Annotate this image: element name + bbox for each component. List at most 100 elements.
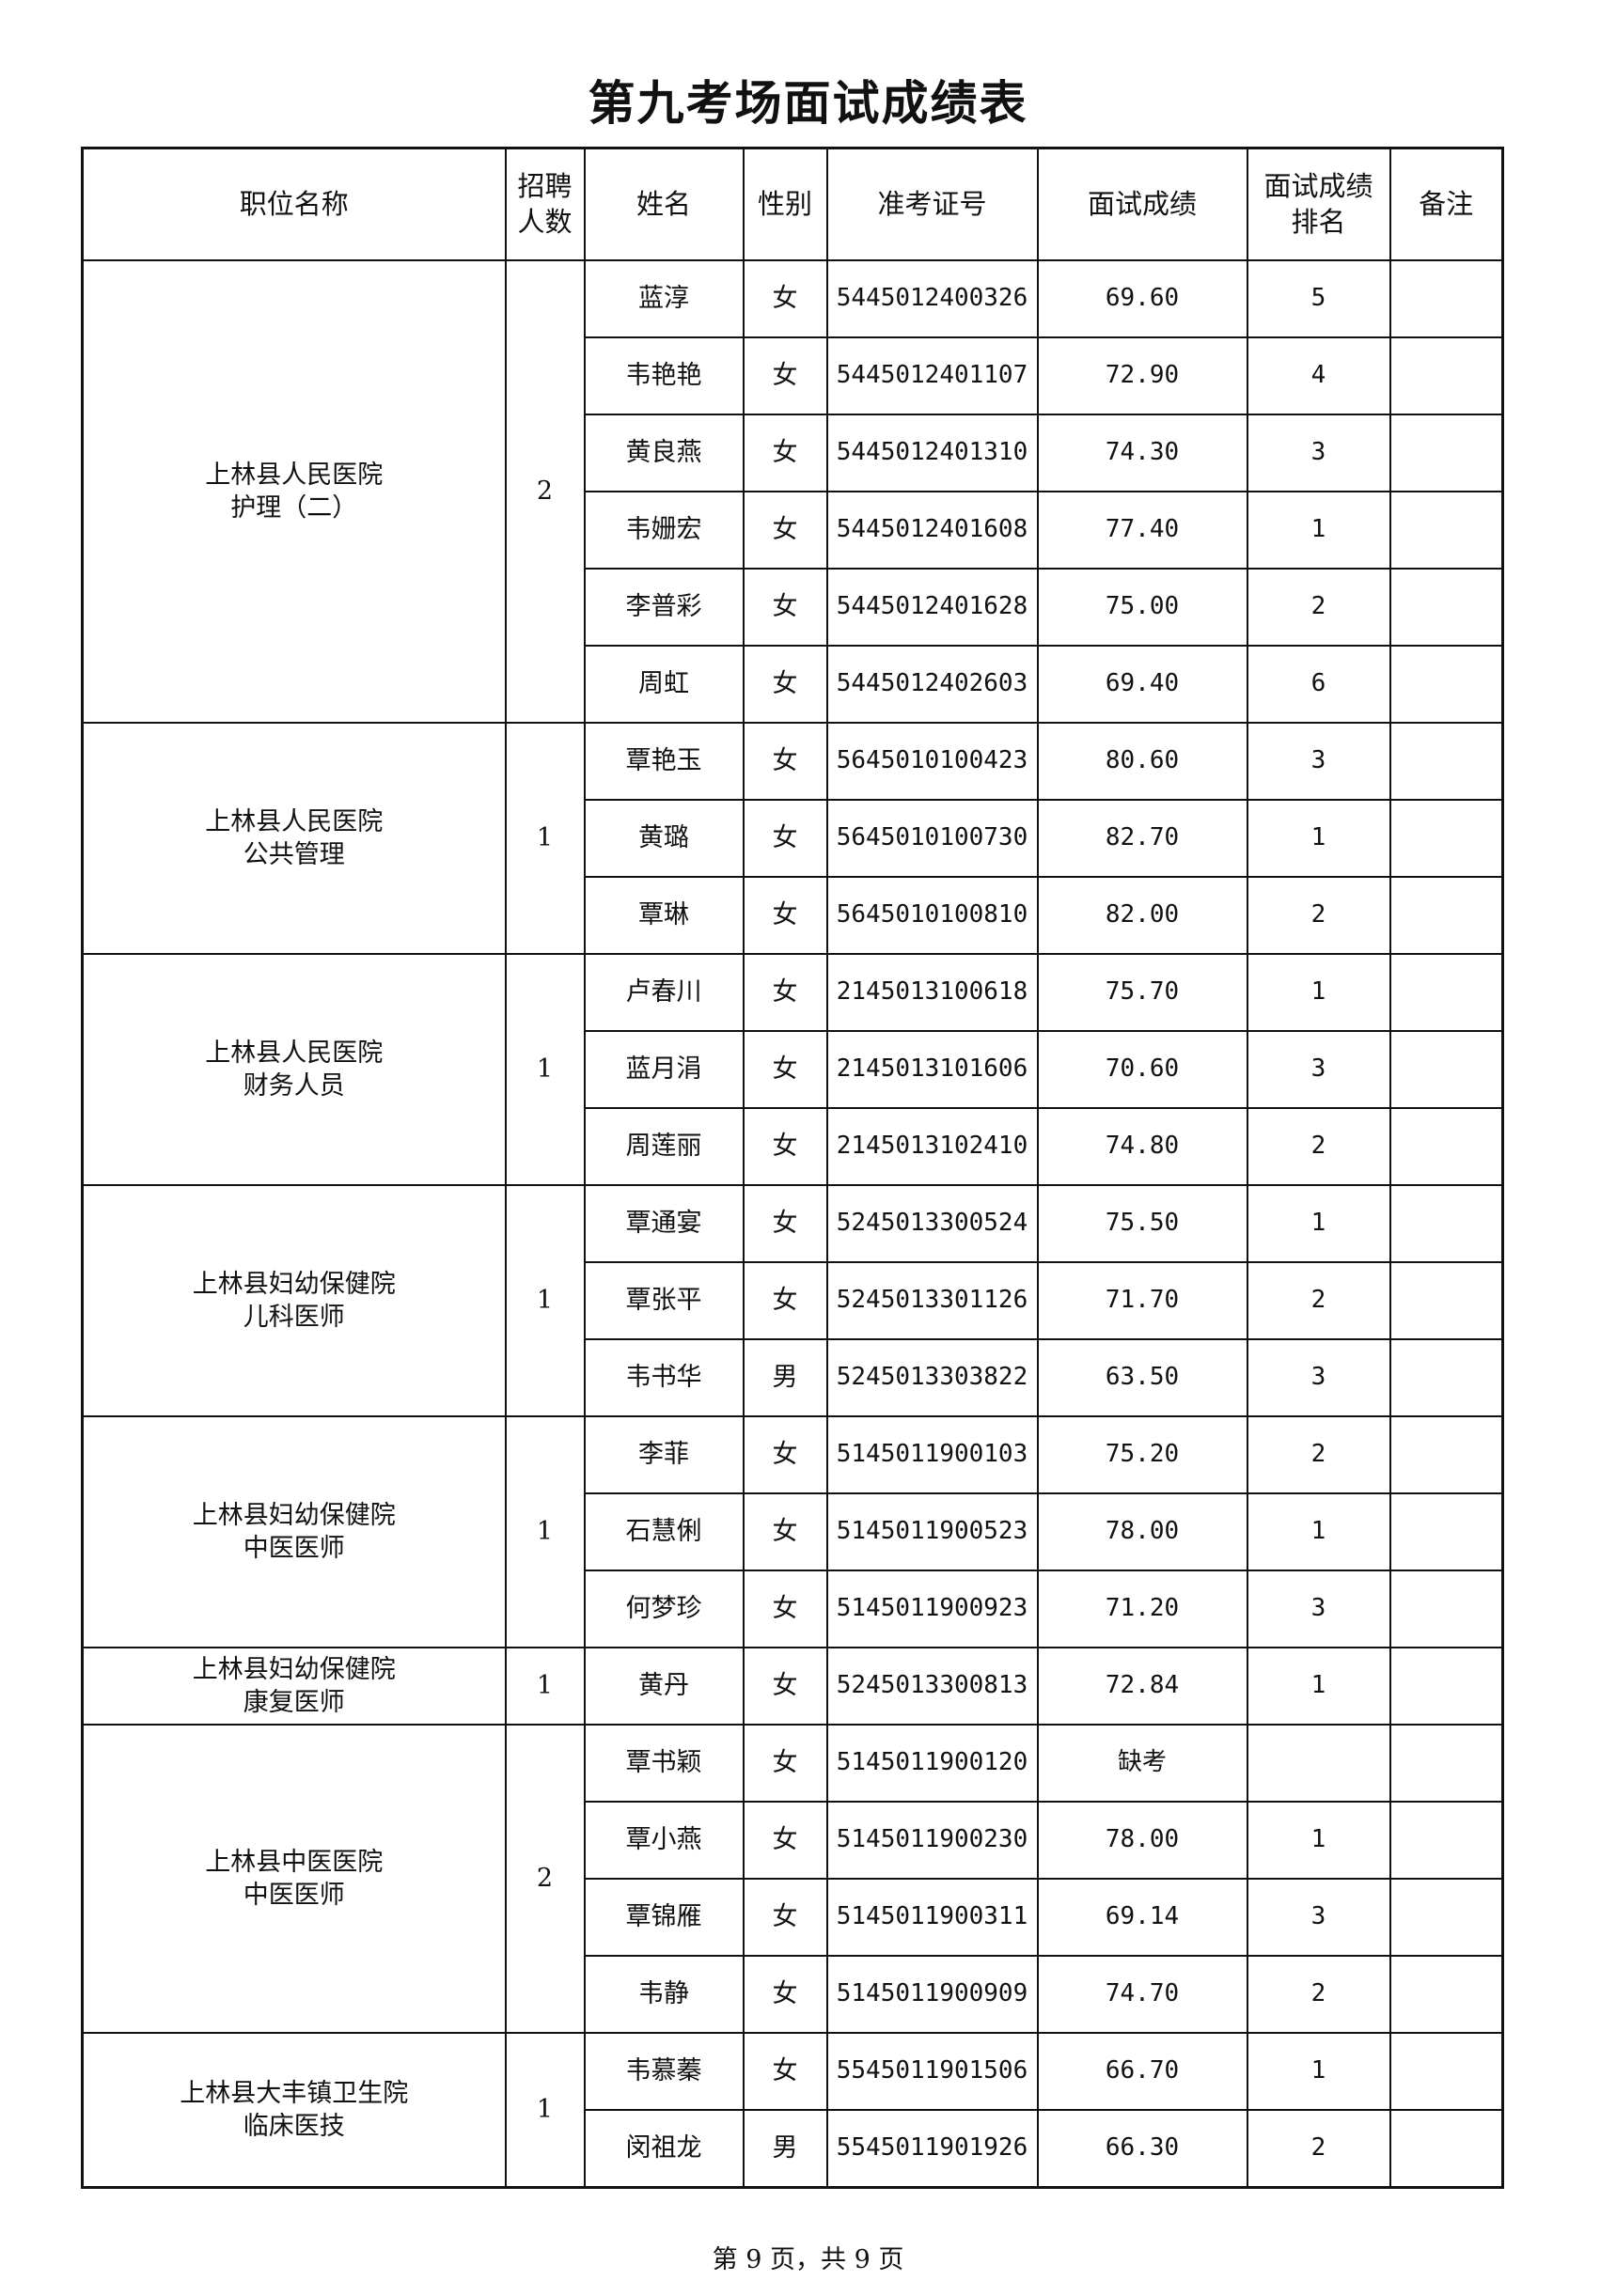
remark-cell: [1389, 259, 1504, 338]
ticket-cell: 2145013102410: [825, 1107, 1039, 1186]
remark-cell: [1389, 876, 1504, 955]
rank-cell: 6: [1246, 645, 1391, 724]
header-row: 职位名称 招聘人数 姓名 性别 准考证号 面试成绩 面试成绩排名 备注: [81, 147, 1504, 261]
gender-cell: 女: [742, 1570, 828, 1648]
ticket-cell: 5245013301126: [825, 1261, 1039, 1340]
score-cell: 缺考: [1036, 1724, 1248, 1803]
score-cell: 75.70: [1036, 953, 1248, 1032]
rank-cell: 1: [1246, 953, 1391, 1032]
score-cell: 71.70: [1036, 1261, 1248, 1340]
position-line: 康复医师: [243, 1688, 345, 1717]
position-line: 临床医技: [243, 2112, 345, 2141]
score-cell: 82.00: [1036, 876, 1248, 955]
remark-cell: [1389, 491, 1504, 570]
remark-cell: [1389, 336, 1504, 415]
header-rank-text: 面试成绩排名: [1263, 169, 1373, 238]
ticket-cell: 5145011900311: [825, 1878, 1039, 1957]
remark-cell: [1389, 568, 1504, 647]
name-cell: 闵祖龙: [583, 2109, 745, 2189]
score-cell: 78.00: [1036, 1492, 1248, 1571]
table-row: 上林县妇幼保健院 康复医师 1 黄丹女 5245013300813 72.84 1: [81, 1647, 1504, 1726]
gender-cell: 女: [742, 1647, 828, 1726]
ticket-cell: 5645010100423: [825, 722, 1039, 801]
header-quota-text: 招聘人数: [517, 169, 573, 238]
rank-cell: 3: [1246, 1030, 1391, 1109]
position-line: 中医医师: [243, 1881, 345, 1910]
score-cell: 66.30: [1036, 2109, 1248, 2189]
position-cell: 上林县大丰镇卫生院 临床医技: [81, 2032, 507, 2189]
page-footer: 第 9 页，共 9 页: [712, 2245, 904, 2274]
gender-cell: 女: [742, 1261, 828, 1340]
ticket-cell: 5545011901926: [825, 2109, 1039, 2189]
ticket-cell: 5445012401107: [825, 336, 1039, 415]
ticket-cell: 5245013300813: [825, 1647, 1039, 1726]
gender-cell: 女: [742, 1801, 828, 1880]
remark-cell: [1389, 799, 1504, 878]
table-row: 覃小燕女 5145011900230 78.00 1: [83, 1801, 1504, 1880]
position-line: 上林县人民医院: [205, 460, 384, 490]
rank-cell: 1: [1246, 1184, 1391, 1263]
table-row: 韦艳艳女 5445012401107 72.90 4: [83, 336, 1504, 415]
ticket-cell: 5145011900523: [825, 1492, 1039, 1571]
rank-cell: 3: [1246, 414, 1391, 492]
quota-cell: 1: [504, 1415, 586, 1648]
rank-cell: 2: [1246, 1107, 1391, 1186]
table-body: 上林县人民医院 护理（二） 2 蓝淳女 5445012400326 69.60 5 韦艳艳女 5…: [81, 259, 1504, 2189]
name-cell: 蓝淳: [583, 259, 745, 338]
remark-cell: [1389, 1184, 1504, 1263]
position-cell: 上林县妇幼保健院 康复医师: [81, 1647, 507, 1726]
remark-cell: [1389, 722, 1504, 801]
ticket-cell: 5445012400326: [825, 259, 1039, 338]
score-cell: 70.60: [1036, 1030, 1248, 1109]
table-row: 上林县妇幼保健院 中医医师 1 李菲女 5145011900103 75.20 2: [81, 1415, 1504, 1648]
remark-cell: [1389, 1878, 1504, 1957]
position-cell: 上林县人民医院 财务人员: [81, 953, 507, 1186]
rank-cell: 1: [1246, 1492, 1391, 1571]
gender-cell: 女: [742, 1724, 828, 1803]
name-cell: 韦慕蓁: [583, 2032, 745, 2111]
name-cell: 李普彩: [583, 568, 745, 647]
remark-cell: [1389, 1415, 1504, 1494]
remark-cell: [1389, 1338, 1504, 1417]
score-cell: 63.50: [1036, 1338, 1248, 1417]
position-line: 上林县人民医院: [205, 1038, 384, 1068]
score-cell: 77.40: [1036, 491, 1248, 570]
gender-cell: 女: [742, 491, 828, 570]
position-line: 上林县妇幼保健院: [192, 1654, 396, 1684]
position-line: 上林县妇幼保健院: [192, 1500, 396, 1530]
rank-cell: 5: [1246, 259, 1391, 338]
table-row: 闵祖龙男 5545011901926 66.30 2: [83, 2109, 1504, 2189]
header-remark: 备注: [1389, 147, 1504, 261]
header-position: 职位名称: [81, 147, 507, 261]
table-row: 韦姗宏女 5445012401608 77.40 1: [83, 491, 1504, 570]
ticket-cell: 5645010100810: [825, 876, 1039, 955]
remark-cell: [1389, 1801, 1504, 1880]
name-cell: 覃书颖: [583, 1724, 745, 1803]
name-cell: 黄丹: [583, 1647, 745, 1726]
gender-cell: 女: [742, 799, 828, 878]
gender-cell: 女: [742, 2032, 828, 2111]
position-line: 中医医师: [243, 1534, 345, 1563]
position-line: 上林县大丰镇卫生院: [180, 2078, 409, 2108]
header-gender: 性别: [742, 147, 828, 261]
ticket-cell: 5445012401310: [825, 414, 1039, 492]
table-row: 上林县人民医院 护理（二） 2 蓝淳女 5445012400326 69.60 5: [81, 259, 1504, 724]
table-row: 覃琳女 5645010100810 82.00 2: [83, 876, 1504, 955]
name-cell: 韦静: [583, 1955, 745, 2034]
table-row: 黄良燕女 5445012401310 74.30 3: [83, 414, 1504, 492]
name-cell: 周虹: [583, 645, 745, 724]
gender-cell: 女: [742, 1878, 828, 1957]
table-row: 周虹女 5445012402603 69.40 6: [83, 645, 1504, 724]
rank-cell: 1: [1246, 1647, 1391, 1726]
score-cell: 72.84: [1036, 1647, 1248, 1726]
table-row: 石慧俐女 5145011900523 78.00 1: [83, 1492, 1504, 1571]
name-cell: 覃锦雁: [583, 1878, 745, 1957]
ticket-cell: 5145011900120: [825, 1724, 1039, 1803]
table-row: 何梦珍女 5145011900923 71.20 3: [83, 1570, 1504, 1648]
gender-cell: 女: [742, 1184, 828, 1263]
name-cell: 李菲: [583, 1415, 745, 1494]
quota-cell: 1: [504, 1184, 586, 1417]
gender-cell: 女: [742, 414, 828, 492]
score-cell: 75.00: [1036, 568, 1248, 647]
remark-cell: [1389, 2109, 1504, 2189]
